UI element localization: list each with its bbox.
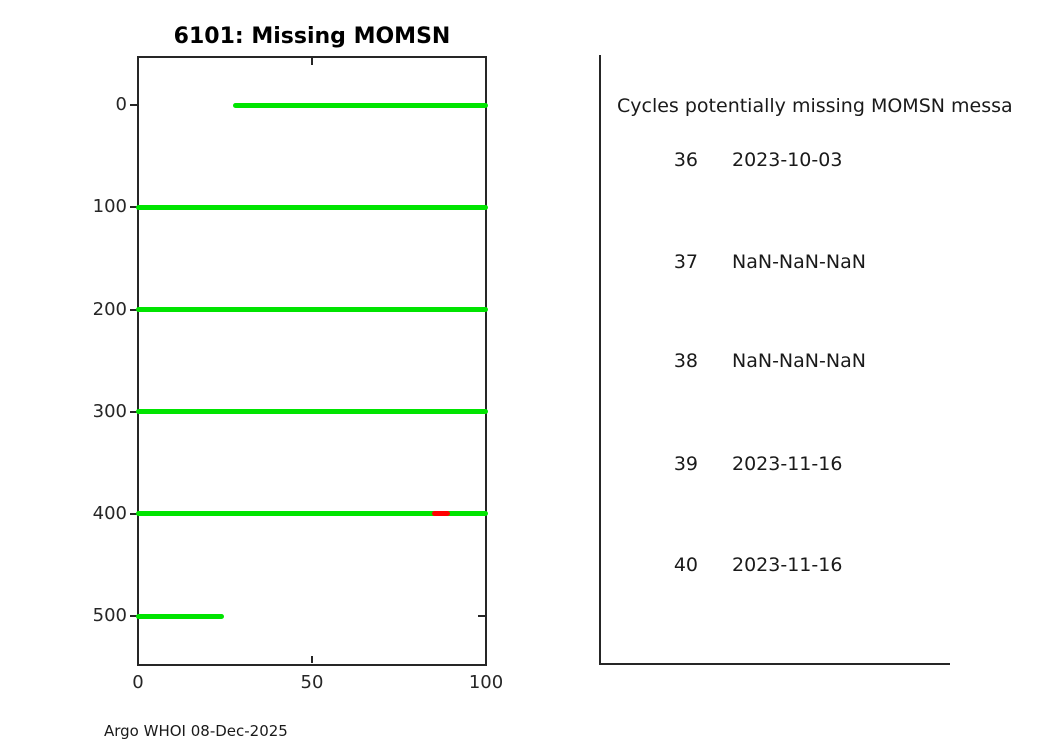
missing-momsn-lines-segment bbox=[432, 511, 450, 516]
y-tick-label: 0 bbox=[115, 94, 127, 115]
y-tick-left-500 bbox=[130, 615, 137, 617]
y-tick-left-100 bbox=[130, 206, 137, 208]
plot-axes-box bbox=[137, 56, 487, 666]
received-momsn-lines-segment bbox=[136, 409, 488, 414]
y-tick-left-300 bbox=[130, 411, 137, 413]
received-momsn-lines-segment bbox=[233, 103, 488, 108]
cycle-number: 40 bbox=[673, 554, 698, 576]
plot-title: 6101: Missing MOMSN bbox=[173, 24, 451, 49]
cycle-number: 37 bbox=[673, 251, 698, 273]
cycle-date: 2023-11-16 bbox=[732, 453, 843, 475]
panel-bottom-spine bbox=[599, 663, 950, 665]
cycle-date: NaN-NaN-NaN bbox=[732, 251, 866, 273]
cycle-number: 39 bbox=[673, 453, 698, 475]
cycle-date: 2023-11-16 bbox=[732, 554, 843, 576]
cycle-number: 36 bbox=[673, 149, 698, 171]
received-momsn-lines-segment bbox=[136, 205, 488, 210]
y-tick-label: 400 bbox=[92, 503, 127, 524]
x-tick-label: 50 bbox=[300, 672, 324, 693]
y-tick-label: 500 bbox=[92, 605, 127, 626]
cycle-number: 38 bbox=[673, 350, 698, 372]
figure-footer: Argo WHOI 08-Dec-2025 bbox=[104, 722, 288, 740]
y-tick-right-500 bbox=[478, 615, 485, 617]
y-tick-label: 200 bbox=[92, 299, 127, 320]
y-tick-label: 300 bbox=[92, 401, 127, 422]
panel-header: Cycles potentially missing MOMSN messa bbox=[617, 95, 1013, 117]
y-tick-left-200 bbox=[130, 309, 137, 311]
y-tick-label: 100 bbox=[92, 196, 127, 217]
cycle-date: 2023-10-03 bbox=[732, 149, 843, 171]
received-momsn-lines-segment bbox=[136, 511, 488, 516]
x-tick-label: 100 bbox=[468, 672, 504, 693]
y-tick-left-400 bbox=[130, 513, 137, 515]
received-momsn-lines-segment bbox=[136, 614, 224, 619]
received-momsn-lines-segment bbox=[136, 307, 488, 312]
x-tick-label: 0 bbox=[132, 672, 144, 693]
cycle-date: NaN-NaN-NaN bbox=[732, 350, 866, 372]
y-tick-left-0 bbox=[130, 104, 137, 106]
x-tick-top-50 bbox=[311, 58, 313, 65]
x-tick-bottom-50 bbox=[311, 656, 313, 663]
panel-left-spine bbox=[599, 55, 601, 665]
